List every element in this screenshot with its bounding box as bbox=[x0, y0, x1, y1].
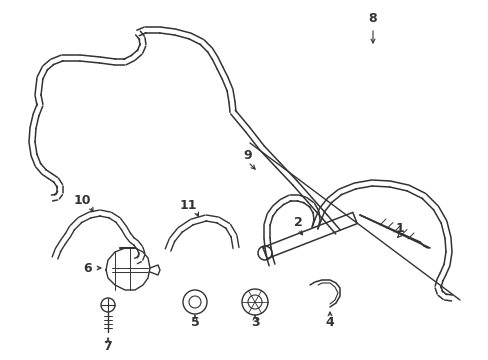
Text: 4: 4 bbox=[325, 315, 334, 328]
Text: 11: 11 bbox=[179, 198, 196, 212]
Text: 1: 1 bbox=[395, 221, 404, 234]
Text: 6: 6 bbox=[83, 261, 92, 274]
Text: 5: 5 bbox=[190, 315, 199, 328]
Text: 2: 2 bbox=[293, 216, 302, 229]
Text: 8: 8 bbox=[368, 12, 377, 24]
Text: 10: 10 bbox=[73, 194, 91, 207]
Text: 7: 7 bbox=[103, 339, 112, 352]
Text: 3: 3 bbox=[250, 315, 259, 328]
Text: 9: 9 bbox=[243, 149, 252, 162]
